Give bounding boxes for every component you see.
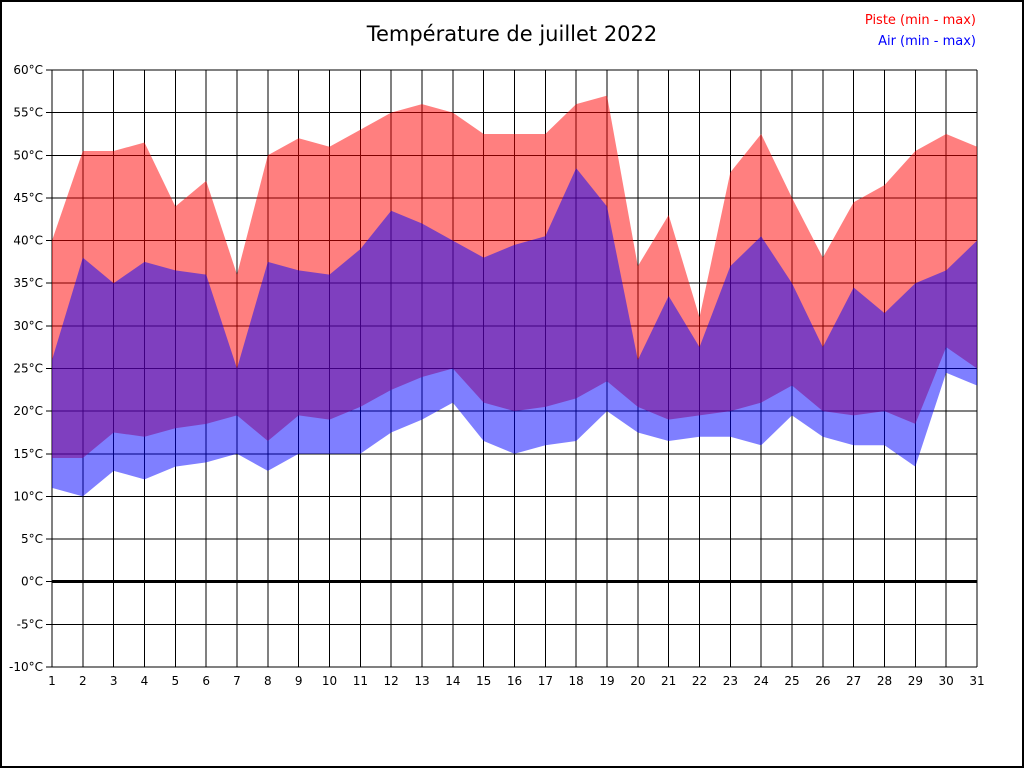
x-tick-label: 5 <box>172 674 180 688</box>
y-tick-label: 45°C <box>13 191 43 205</box>
y-tick-label: 5°C <box>21 532 43 546</box>
x-axis-labels: 1 2 3 4 5 6 7 8 9 10 11 12 13 14 15 16 17 18 19 20 21 22 23 24 2… <box>48 674 984 688</box>
x-tick-label: 20 <box>630 674 645 688</box>
y-tick-label: 35°C <box>13 276 43 290</box>
y-tick-label: 20°C <box>13 404 43 418</box>
x-tick-label: 25 <box>784 674 799 688</box>
x-tick-label: 7 <box>233 674 241 688</box>
x-tick-label: 3 <box>110 674 118 688</box>
y-axis-labels: 60°C 55°C 50°C 45°C 40°C 35°C 30°C 25°C 20°C 15°C… <box>9 63 43 674</box>
x-tick-label: 31 <box>969 674 984 688</box>
x-tick-label: 24 <box>754 674 769 688</box>
x-tick-label: 23 <box>723 674 738 688</box>
x-tick-label: 19 <box>599 674 614 688</box>
x-tick-label: 21 <box>661 674 676 688</box>
x-tick-label: 1 <box>48 674 56 688</box>
y-tick-label: -5°C <box>17 617 43 631</box>
legend: Piste (min - max) Air (min - max) <box>865 10 976 52</box>
y-tick-label: 60°C <box>13 63 43 77</box>
x-tick-label: 11 <box>353 674 368 688</box>
y-tick-label: 30°C <box>13 319 43 333</box>
y-tick-label: 50°C <box>13 148 43 162</box>
x-tick-label: 9 <box>295 674 303 688</box>
y-tick-label: 10°C <box>13 489 43 503</box>
x-tick-label: 28 <box>877 674 892 688</box>
chart-title: Température de juillet 2022 <box>366 22 658 46</box>
y-tick-label: 40°C <box>13 234 43 248</box>
x-tick-label: 13 <box>414 674 429 688</box>
x-tick-label: 22 <box>692 674 707 688</box>
y-tick-label: -10°C <box>9 660 43 674</box>
y-tick-label: 15°C <box>13 447 43 461</box>
legend-air-label: Air (min - max) <box>878 34 976 49</box>
x-tick-label: 16 <box>507 674 522 688</box>
x-tick-label: 6 <box>202 674 210 688</box>
x-tick-label: 17 <box>538 674 553 688</box>
x-tick-label: 4 <box>141 674 149 688</box>
air-band <box>52 168 977 497</box>
x-tick-label: 18 <box>569 674 584 688</box>
x-tick-label: 30 <box>939 674 954 688</box>
x-tick-label: 29 <box>908 674 923 688</box>
x-tick-label: 8 <box>264 674 272 688</box>
x-tick-label: 12 <box>384 674 399 688</box>
x-tick-label: 10 <box>322 674 337 688</box>
legend-piste-label: Piste (min - max) <box>864 13 976 28</box>
x-tick-label: 26 <box>815 674 830 688</box>
y-tick-label: 55°C <box>13 106 43 120</box>
x-tick-label: 15 <box>476 674 491 688</box>
x-tick-label: 27 <box>846 674 861 688</box>
x-tick-label: 14 <box>445 674 460 688</box>
y-tick-label: 0°C <box>21 575 43 589</box>
x-tick-label: 2 <box>79 674 87 688</box>
y-tick-label: 25°C <box>13 362 43 376</box>
